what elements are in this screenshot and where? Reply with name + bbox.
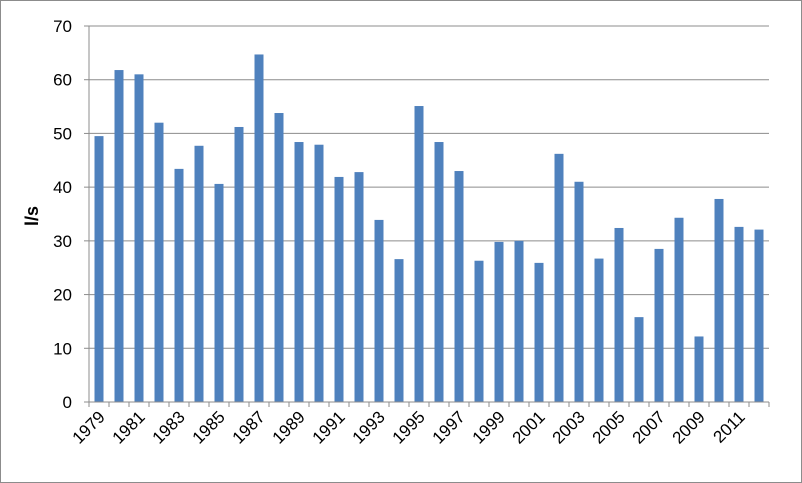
x-tick-label: 2003 bbox=[549, 407, 589, 447]
x-tick-label: 2001 bbox=[509, 407, 549, 447]
y-tick-label: 70 bbox=[53, 17, 72, 36]
x-tick-label: 2007 bbox=[629, 407, 669, 447]
bar-1996 bbox=[434, 142, 444, 402]
bar-1986 bbox=[234, 126, 244, 402]
y-tick-label: 10 bbox=[53, 339, 72, 358]
bar-1992 bbox=[354, 172, 364, 402]
x-tick-label: 1983 bbox=[149, 407, 189, 447]
x-tick-label: 1979 bbox=[69, 407, 109, 447]
bar-1989 bbox=[294, 142, 304, 402]
y-axis-title: l/s bbox=[22, 206, 42, 226]
x-tick-label: 1999 bbox=[469, 407, 509, 447]
y-tick-label: 0 bbox=[63, 393, 72, 412]
bar-2008 bbox=[674, 217, 684, 402]
bar-1987 bbox=[254, 54, 264, 402]
y-tick-label: 40 bbox=[53, 178, 72, 197]
y-tick-label: 20 bbox=[53, 286, 72, 305]
y-tick-label: 60 bbox=[53, 71, 72, 90]
x-tick-label: 2009 bbox=[669, 407, 709, 447]
x-tick-label: 2011 bbox=[710, 407, 749, 446]
bar-1995 bbox=[414, 106, 424, 402]
bar-2000 bbox=[514, 240, 524, 402]
bars bbox=[94, 54, 764, 403]
bar-1980 bbox=[114, 70, 124, 403]
bar-1993 bbox=[374, 219, 384, 402]
x-tick-label: 1995 bbox=[389, 407, 429, 447]
y-tick-labels: 0 10 20 30 40 50 60 70 bbox=[53, 17, 72, 412]
bar-2011 bbox=[734, 226, 744, 402]
bar-2012 bbox=[754, 229, 764, 402]
bar-1985 bbox=[214, 183, 224, 402]
bar-1991 bbox=[334, 176, 344, 402]
bar-2001 bbox=[534, 262, 544, 402]
bar-1979 bbox=[94, 136, 104, 403]
bar-1983 bbox=[174, 168, 184, 402]
x-tick-label: 1985 bbox=[189, 407, 229, 447]
bar-1990 bbox=[314, 144, 324, 402]
bar-2003 bbox=[574, 181, 584, 402]
bar-2006 bbox=[634, 317, 644, 402]
x-tick-label: 1987 bbox=[229, 407, 269, 447]
x-tick-label: 1991 bbox=[309, 407, 349, 447]
bar-2009 bbox=[694, 336, 704, 402]
bar-2005 bbox=[614, 227, 624, 402]
x-tick-label: 1989 bbox=[269, 407, 309, 447]
y-tick-label: 30 bbox=[53, 232, 72, 251]
bar-2007 bbox=[654, 248, 664, 402]
bar-1998 bbox=[474, 260, 484, 402]
bar-2002 bbox=[554, 153, 564, 402]
bar-1997 bbox=[454, 171, 464, 402]
x-tick-label: 1981 bbox=[109, 407, 149, 447]
axes bbox=[84, 25, 770, 407]
bar-1981 bbox=[134, 74, 144, 402]
x-tick-labels: 1979 1981 1983 1985 1987 1989 1991 1993 1995 1997… bbox=[69, 407, 749, 447]
bar-1988 bbox=[274, 113, 284, 403]
y-tick-label: 50 bbox=[53, 124, 72, 143]
x-tick-label: 2005 bbox=[589, 407, 629, 447]
bar-1999 bbox=[494, 241, 504, 402]
x-tick-label: 1997 bbox=[429, 407, 469, 447]
bar-1984 bbox=[194, 145, 204, 402]
bar-1982 bbox=[154, 122, 164, 402]
bar-2010 bbox=[714, 198, 724, 402]
bar-2004 bbox=[594, 258, 604, 402]
gridlines bbox=[89, 25, 769, 349]
bar-1994 bbox=[394, 259, 404, 402]
x-tick-label: 1993 bbox=[349, 407, 389, 447]
